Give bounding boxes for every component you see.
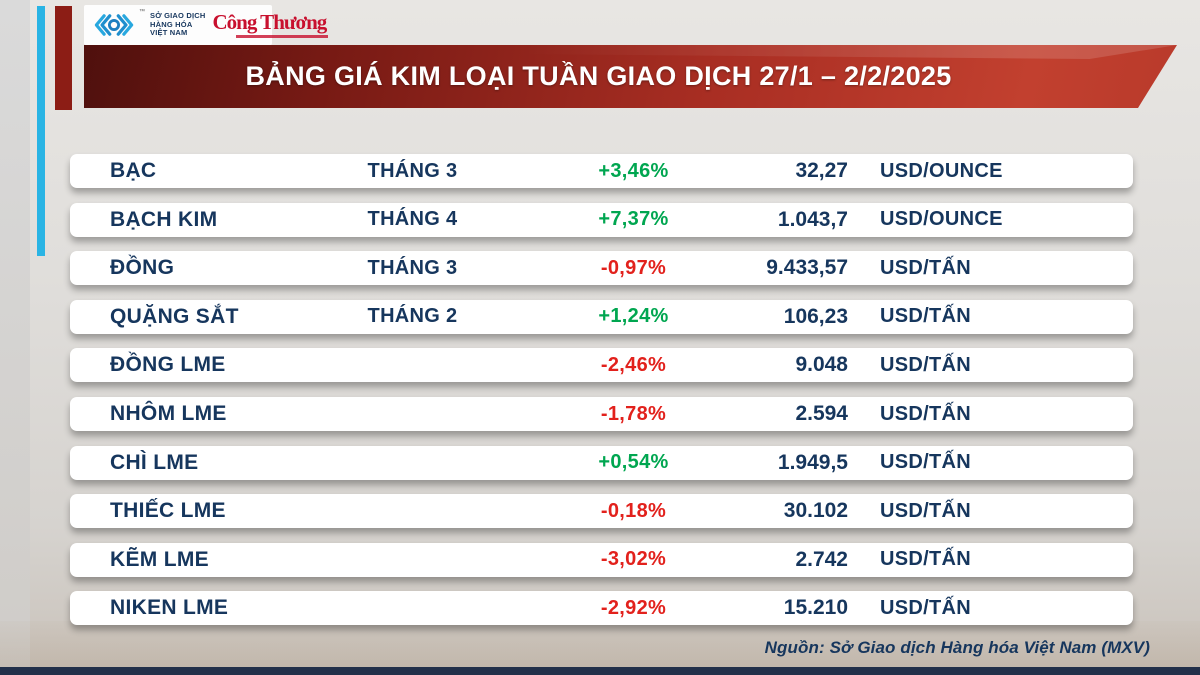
page-title: BẢNG GIÁ KIM LOẠI TUẦN GIAO DỊCH 27/1 – … [245, 61, 952, 91]
percent-change: -1,78% [600, 402, 667, 425]
percent-change: +0,54% [598, 451, 669, 474]
commodity-name: KẼM LME [110, 547, 209, 571]
mxv-logo-line1: SỞ GIAO DỊCH [150, 11, 206, 21]
mxv-logo-line3: VIỆT NAM [150, 28, 188, 38]
price-value: 1.949,5 [777, 450, 848, 474]
table-row: NIKEN LME -2,92% 15.210 USD/TẤN [70, 591, 1133, 626]
logo-panel: ™ SỞ GIAO DỊCH HÀNG HÓA VIỆT NAM Công Th… [84, 5, 329, 45]
trademark-symbol: ™ [139, 9, 145, 15]
price-unit: USD/TẤN [880, 305, 971, 328]
cyan-accent-stripe [37, 6, 45, 256]
price-value: 9.433,57 [766, 256, 848, 280]
commodity-name: BẠC [110, 159, 157, 182]
table-row: BẠC THÁNG 3 +3,46% 32,27 USD/OUNCE [70, 154, 1133, 188]
congthuong-logo: Công Thương [212, 10, 329, 38]
mxv-logo-text: SỞ GIAO DỊCH HÀNG HÓA VIỆT NAM [150, 12, 205, 38]
commodity-name: NIKEN LME [110, 596, 229, 620]
price-unit: USD/TẤN [880, 256, 971, 279]
price-value: 2.594 [795, 402, 848, 425]
price-unit: USD/TẤN [880, 596, 971, 619]
price-unit: USD/OUNCE [880, 208, 1003, 231]
commodity-name: THIẾC LME [110, 499, 226, 523]
congthuong-logo-text: Công Thương [212, 10, 327, 34]
price-unit: USD/TẤN [880, 548, 971, 571]
percent-change: -2,46% [600, 353, 667, 376]
commodity-name: ĐỒNG [110, 256, 175, 280]
price-value: 32,27 [795, 159, 848, 182]
percent-change: +7,37% [598, 208, 669, 231]
price-unit: USD/TẤN [880, 402, 971, 425]
price-unit: USD/TẤN [880, 499, 971, 522]
percent-change: -0,18% [600, 499, 667, 522]
commodity-name: QUẶNG SẮT [110, 304, 239, 328]
percent-change: -3,02% [600, 548, 667, 571]
price-value: 15.210 [783, 596, 848, 620]
table-row: NHÔM LME -1,78% 2.594 USD/TẤN [70, 397, 1133, 431]
price-unit: USD/TẤN [880, 451, 971, 474]
title-banner: BẢNG GIÁ KIM LOẠI TUẦN GIAO DỊCH 27/1 – … [84, 45, 1177, 108]
price-value: 9.048 [795, 353, 848, 377]
price-value: 30.102 [783, 499, 848, 523]
price-unit: USD/TẤN [880, 353, 971, 376]
price-unit: USD/OUNCE [880, 159, 1003, 182]
price-value: 1.043,7 [777, 207, 848, 231]
table-row: CHÌ LME +0,54% 1.949,5 USD/TẤN [70, 445, 1133, 480]
left-margin-shade [0, 0, 30, 675]
commodity-name: BẠCH KIM [110, 207, 218, 231]
percent-change: +3,46% [598, 159, 669, 182]
mxv-logo-icon [94, 14, 134, 36]
table-row: ĐỒNG LME -2,46% 9.048 USD/TẤN [70, 348, 1133, 383]
price-value: 106,23 [783, 304, 848, 328]
commodity-name: CHÌ LME [110, 450, 199, 474]
background-photo-tint [0, 621, 1200, 667]
congthuong-tagline-rule [236, 35, 329, 38]
contract-month: THÁNG 2 [367, 305, 458, 328]
table-row: THIẾC LME -0,18% 30.102 USD/TẤN [70, 494, 1133, 529]
table-row: BẠCH KIM THÁNG 4 +7,37% 1.043,7 USD/OUNC… [70, 202, 1133, 237]
commodity-name: NHÔM LME [110, 402, 227, 425]
maroon-accent-stripe [55, 6, 72, 110]
table-row: QUẶNG SẮT THÁNG 2 +1,24% 106,23 USD/TẤN [70, 299, 1133, 334]
source-credit: Nguồn: Sở Giao dịch Hàng hóa Việt Nam (M… [764, 638, 1150, 657]
percent-change: +1,24% [598, 305, 669, 328]
commodity-name: ĐỒNG LME [110, 353, 226, 377]
table-row: KẼM LME -3,02% 2.742 USD/TẤN [70, 542, 1133, 577]
contract-month: THÁNG 4 [367, 208, 458, 231]
bottom-navy-bar [0, 667, 1200, 675]
mxv-logo-line2: HÀNG HÓA [150, 19, 193, 29]
table-row: ĐỒNG THÁNG 3 -0,97% 9.433,57 USD/TẤN [70, 251, 1133, 286]
percent-change: -0,97% [600, 256, 667, 279]
contract-month: THÁNG 3 [367, 159, 458, 182]
percent-change: -2,92% [600, 596, 667, 619]
contract-month: THÁNG 3 [367, 256, 458, 279]
price-value: 2.742 [795, 547, 848, 571]
